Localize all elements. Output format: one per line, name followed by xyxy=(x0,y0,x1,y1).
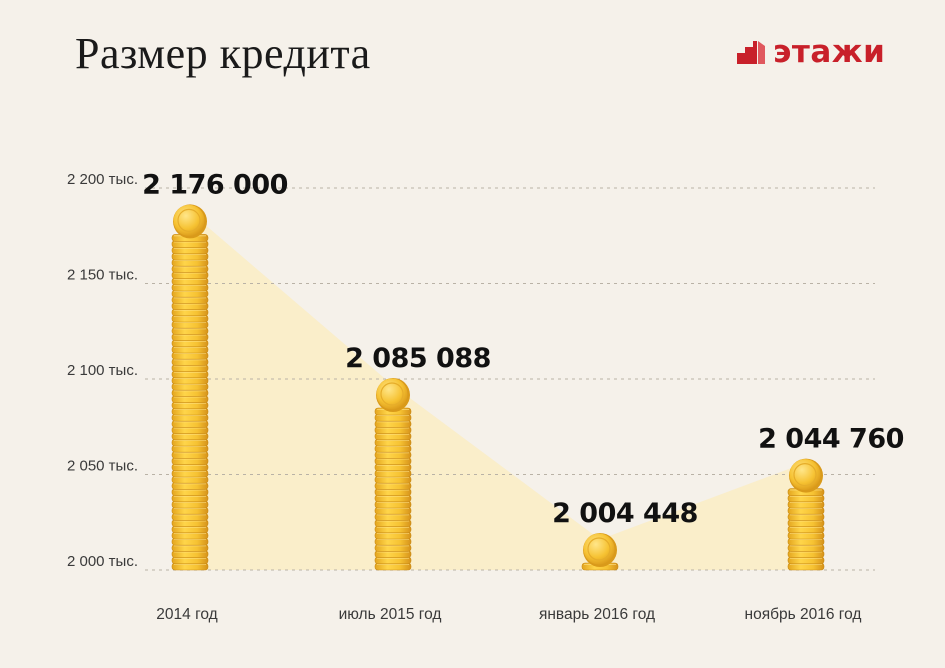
coin-stack-bar xyxy=(787,458,825,571)
y-tick-label: 2 150 тыс. xyxy=(67,267,138,284)
category-label: ноябрь 2016 год xyxy=(745,606,862,623)
coin-stack-bar xyxy=(374,378,412,571)
y-tick-label: 2 000 тыс. xyxy=(67,553,138,570)
building-stairs-icon xyxy=(737,41,765,64)
y-tick-label: 2 050 тыс. xyxy=(67,458,138,475)
y-tick-label: 2 200 тыс. xyxy=(67,171,138,188)
logo: этажи xyxy=(737,34,885,70)
value-label: 2 044 760 xyxy=(758,424,904,455)
trend-area xyxy=(190,211,806,570)
category-label: январь 2016 год xyxy=(539,606,655,623)
coin-stack-bar xyxy=(171,204,209,571)
category-label: июль 2015 год xyxy=(339,606,442,623)
value-label: 2 085 088 xyxy=(345,343,491,374)
value-label: 2 176 000 xyxy=(142,169,288,200)
coin-stack-bar xyxy=(581,533,619,571)
page-title: Размер кредита xyxy=(75,29,371,78)
y-tick-label: 2 100 тыс. xyxy=(67,362,138,379)
logo-text: этажи xyxy=(773,34,886,70)
category-label: 2014 год xyxy=(156,606,217,623)
value-label: 2 004 448 xyxy=(552,498,698,529)
